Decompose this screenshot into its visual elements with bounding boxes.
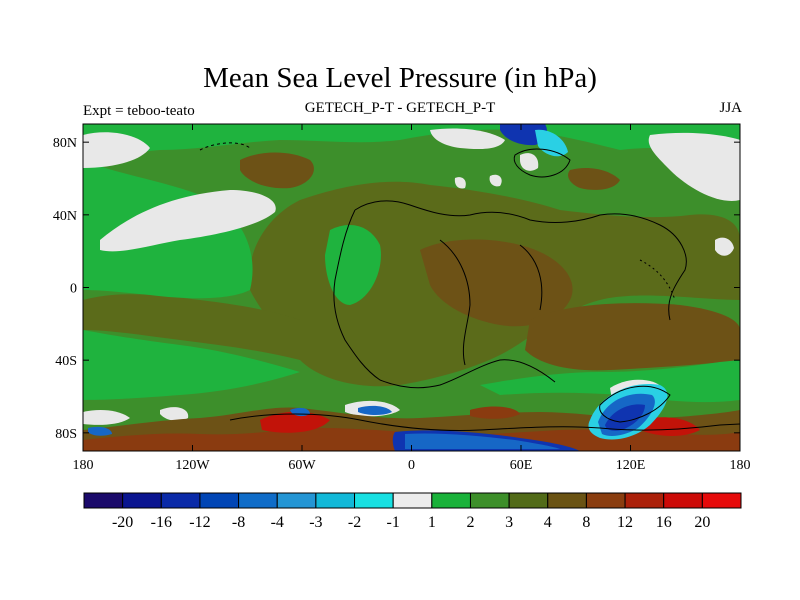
colorbar-label: -4 (271, 514, 284, 531)
y-axis: 80N 40N 0 40S 80S (53, 136, 740, 442)
colorbar-swatch (199, 492, 240, 509)
colorbar-label: 12 (617, 514, 633, 531)
x-tick-label: 60E (510, 458, 533, 473)
colorbar-label: -12 (189, 514, 210, 531)
field-red-1 (260, 411, 330, 433)
field-gray-11 (454, 177, 466, 189)
experiment-label: Expt = teboo-teato (83, 103, 195, 119)
field-green-south-pacific (83, 330, 300, 400)
field-gray-2 (100, 190, 276, 252)
x-tick-label: 60W (288, 458, 316, 473)
field-gray-12 (489, 174, 502, 187)
colorbar-swatch (469, 492, 510, 509)
field-gray-4 (430, 128, 505, 150)
colorbar-swatch (160, 492, 201, 509)
coast-antarctica (229, 413, 740, 432)
field-gray-6 (83, 410, 130, 425)
colorbar-swatch (122, 492, 162, 509)
x-tick-label: 180 (730, 458, 751, 473)
field-gray-7 (160, 407, 189, 421)
x-tick-label: 120E (616, 458, 646, 473)
y-tick-label: 0 (70, 282, 77, 297)
field-brown-ne (568, 168, 620, 190)
colorbar-label: -1 (387, 514, 400, 531)
colorbar-label: -2 (348, 514, 361, 531)
colorbar-swatch (354, 492, 394, 509)
colorbar-swatch (585, 492, 626, 509)
coast-africa (439, 239, 471, 366)
field-blue-west (88, 426, 112, 436)
coast-north (354, 200, 687, 321)
colorbar-swatch (392, 492, 433, 509)
x-tick-label: 180 (73, 458, 94, 473)
colorbar-swatch (547, 492, 587, 509)
colorbar-label: -16 (151, 514, 172, 531)
field-gray-1 (83, 132, 150, 168)
colorbar: -20 -16 -12 -8 -4 -3 -2 -1 1 2 3 4 8 12 16 20 (83, 492, 742, 531)
colorbar-label: 4 (544, 514, 552, 531)
plot-title: Mean Sea Level Pressure (in hPa) (203, 62, 597, 94)
coast-arctic-island (513, 148, 571, 178)
x-tick-label: 0 (408, 458, 415, 473)
colorbar-swatch (315, 492, 356, 509)
coastlines (199, 142, 740, 432)
coast-west (333, 209, 556, 389)
season-label: JJA (719, 100, 742, 116)
field-brown-nw (240, 152, 314, 189)
field-green-atlantic (325, 225, 381, 305)
y-tick-label: 40S (55, 354, 77, 369)
field-darkbrown-1 (470, 406, 520, 419)
coast-islands-se (639, 259, 676, 301)
colorbar-label: 3 (505, 514, 513, 531)
field-olive-west (83, 294, 300, 360)
map-field (83, 124, 740, 451)
field-green-south-indian (480, 360, 740, 403)
field-gray-3 (648, 132, 740, 201)
colorbar-label: -20 (112, 514, 133, 531)
colorbar-swatch (508, 492, 549, 509)
x-tick-label: 120W (175, 458, 210, 473)
colorbar-swatch (624, 492, 665, 509)
x-axis: 180 120W 60W 0 60E 120E 180 (73, 124, 751, 473)
colorbar-swatch (701, 492, 742, 509)
colorbar-swatch (276, 492, 317, 509)
field-darkblue-ross (605, 404, 645, 431)
field-blue-south-atlantic (358, 405, 392, 415)
colorbar-swatch (238, 492, 278, 509)
model-label: GETECH_P-T - GETECH_P-T (304, 100, 496, 116)
y-tick-label: 40N (53, 209, 77, 224)
colorbar-label: 1 (428, 514, 436, 531)
colorbar-label: -8 (232, 514, 245, 531)
y-tick-label: 80N (53, 136, 77, 151)
field-brown-south (525, 303, 740, 371)
colorbar-swatch (431, 492, 471, 509)
colorbar-label: -3 (309, 514, 322, 531)
field-green-north (83, 124, 740, 160)
colorbar-swatch (83, 492, 124, 509)
field-blue-arctic (500, 124, 547, 146)
colorbar-swatch (663, 492, 703, 509)
coast-india (519, 244, 543, 311)
colorbar-label: 8 (582, 514, 590, 531)
field-red-2 (640, 417, 700, 436)
colorbar-label: 2 (466, 514, 474, 531)
colorbar-label: 20 (694, 514, 710, 531)
field-gray-10 (520, 153, 539, 171)
field-gray-5 (715, 237, 734, 256)
coast-islands-nw (199, 142, 251, 151)
colorbar-label: 16 (656, 514, 672, 531)
y-tick-label: 80S (55, 427, 77, 442)
coast-ross (599, 385, 671, 423)
